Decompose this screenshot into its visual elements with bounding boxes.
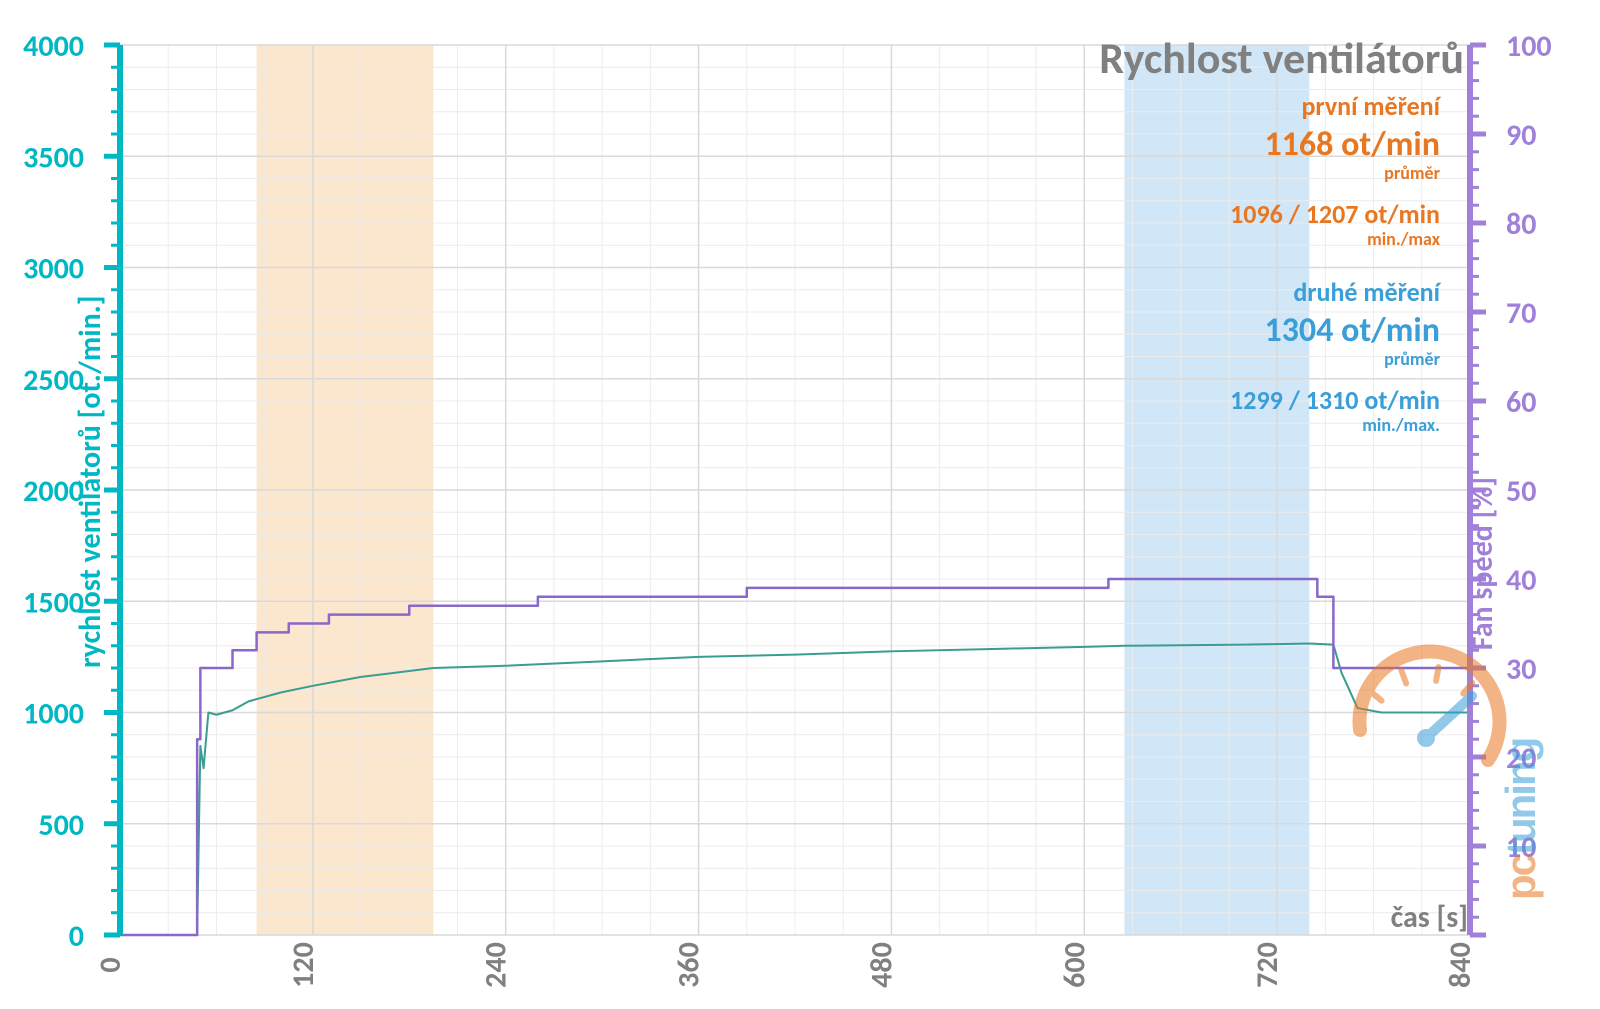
anno-second-minmax-label: min./max. bbox=[1362, 414, 1440, 436]
ytick-right: 30 bbox=[1506, 651, 1536, 688]
y-axis-right-label: Fan speed [%] bbox=[1464, 477, 1501, 650]
xtick: 720 bbox=[1249, 942, 1286, 988]
xtick: 240 bbox=[478, 942, 515, 988]
ytick-left: 4000 bbox=[23, 28, 84, 65]
watermark-pctuning: pctuning bbox=[1359, 652, 1544, 900]
ytick-right: 90 bbox=[1506, 117, 1536, 154]
chart-svg: 0500100015002000250030003500400010203040… bbox=[0, 0, 1600, 1009]
y-axis-left-label: rychlost ventilátorů [ot./min.] bbox=[72, 296, 109, 668]
xtick: 840 bbox=[1442, 942, 1479, 988]
anno-first-avg: 1168 ot/min bbox=[1264, 124, 1440, 165]
anno-second-avg: 1304 ot/min bbox=[1264, 310, 1440, 351]
ytick-right: 70 bbox=[1506, 295, 1536, 332]
anno-first-header: první měření bbox=[1301, 90, 1441, 122]
ytick-right: 60 bbox=[1506, 384, 1536, 421]
anno-first-minmax-label: min./max bbox=[1367, 228, 1441, 250]
anno-second-avg-label: průměr bbox=[1384, 348, 1440, 370]
ytick-right: 40 bbox=[1506, 562, 1536, 599]
chart-title: Rychlost ventilátorů bbox=[1099, 31, 1464, 85]
ytick-left: 1000 bbox=[23, 696, 84, 733]
anno-second-minmax: 1299 / 1310 ot/min bbox=[1230, 384, 1440, 416]
xtick: 480 bbox=[863, 942, 900, 988]
x-axis: 0 120 240 360 480 600 720 840 bbox=[92, 942, 1479, 988]
ytick-left: 0 bbox=[69, 918, 84, 955]
fan-speed-chart: 0500100015002000250030003500400010203040… bbox=[0, 0, 1600, 1009]
ytick-left: 500 bbox=[38, 807, 84, 844]
x-axis-label: čas [s] bbox=[1391, 899, 1468, 936]
ytick-right: 100 bbox=[1506, 28, 1552, 65]
xtick: 0 bbox=[92, 957, 129, 972]
ytick-right: 50 bbox=[1506, 473, 1536, 510]
ytick-left: 3000 bbox=[23, 251, 84, 288]
xtick: 120 bbox=[285, 942, 322, 988]
watermark-text: pctuning bbox=[1497, 739, 1544, 900]
anno-first-minmax: 1096 / 1207 ot/min bbox=[1230, 198, 1440, 230]
ytick-right: 80 bbox=[1506, 206, 1536, 243]
xtick: 600 bbox=[1056, 942, 1093, 988]
ytick-left: 3500 bbox=[23, 139, 84, 176]
anno-first-avg-label: průměr bbox=[1384, 162, 1440, 184]
xtick: 360 bbox=[671, 942, 708, 988]
anno-second-header: druhé měření bbox=[1293, 276, 1441, 308]
